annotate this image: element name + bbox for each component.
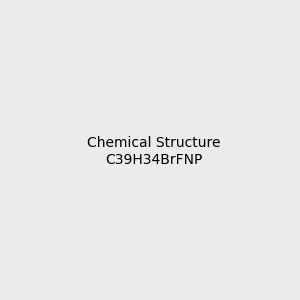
Text: Chemical Structure
C39H34BrFNP: Chemical Structure C39H34BrFNP xyxy=(87,136,220,166)
